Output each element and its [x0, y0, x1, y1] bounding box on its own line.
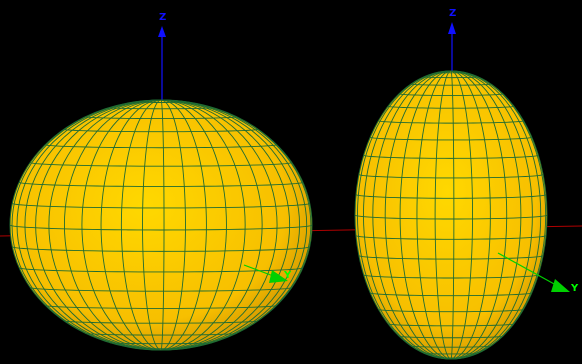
- longitude-line: [142, 99, 162, 351]
- longitude-line: [81, 99, 162, 351]
- right-view: Z Y: [354, 8, 579, 360]
- longitude-line: [160, 99, 165, 351]
- left-y-axis-line: [243, 264, 277, 278]
- right-y-axis-line: [497, 252, 557, 286]
- longitude-line: [160, 99, 308, 351]
- longitude-line: [160, 99, 291, 351]
- longitude-line: [160, 99, 227, 351]
- longitude-line: [35, 99, 162, 351]
- latitude-line: [355, 194, 547, 199]
- longitude-line: [356, 70, 452, 360]
- longitude-line: [100, 99, 162, 351]
- left-view: Z Y: [9, 12, 313, 351]
- longitude-line: [63, 99, 162, 351]
- latitude-line: [18, 267, 304, 273]
- longitude-line: [450, 70, 522, 360]
- longitude-line: [450, 70, 473, 360]
- left-y-axis-label: Y: [283, 270, 292, 281]
- right-ellipsoid: [354, 70, 548, 360]
- longitude-line: [160, 99, 207, 351]
- latitude-line: [378, 308, 524, 313]
- longitude-line: [416, 70, 452, 360]
- left-y-axis-arrowhead: [269, 270, 288, 283]
- right-z-axis-label: Z: [449, 8, 456, 19]
- latitude-line: [63, 320, 259, 324]
- left-ellipsoid-outline: [9, 99, 313, 351]
- latitude-line: [12, 202, 310, 209]
- longitude-line: [48, 99, 162, 351]
- longitude-line: [160, 99, 278, 351]
- latitude-line: [18, 181, 304, 187]
- longitude-line: [450, 70, 491, 360]
- longitude-line: [399, 70, 452, 360]
- longitude-line: [16, 99, 162, 351]
- left-ellipsoid: [9, 99, 313, 351]
- latitude-line: [363, 154, 539, 159]
- latitude-line: [9, 224, 313, 231]
- latitude-line: [363, 274, 539, 279]
- longitude-line: [24, 99, 162, 351]
- left-ellipsoid-surface: [10, 100, 312, 350]
- right-z-axis-arrowhead: [448, 22, 456, 34]
- longitude-line: [450, 70, 542, 360]
- longitude-line: [450, 70, 533, 360]
- latitude-line: [398, 335, 504, 339]
- right-ellipsoid-outline: [354, 70, 548, 360]
- longitude-line: [120, 99, 162, 351]
- latitude-line: [369, 292, 533, 297]
- longitude-line: [434, 70, 452, 360]
- longitude-line: [384, 70, 452, 360]
- latitude-line: [378, 120, 524, 124]
- latitude-line: [369, 136, 533, 141]
- longitude-line: [450, 70, 508, 360]
- latitude-line: [354, 214, 548, 220]
- left-z-axis-arrowhead: [158, 26, 166, 37]
- latitude-line: [45, 304, 277, 309]
- longitude-line: [450, 70, 455, 360]
- latitude-line: [358, 255, 544, 260]
- latitude-line: [29, 287, 293, 292]
- right-y-axis-arrowhead: [551, 279, 570, 292]
- left-z-axis-label: Z: [159, 12, 166, 23]
- longitude-line: [362, 70, 452, 360]
- latitude-line: [12, 246, 310, 252]
- latitude-line: [355, 235, 547, 240]
- latitude-line: [29, 162, 293, 167]
- right-y-axis-label: Y: [570, 283, 579, 294]
- longitude-line: [160, 99, 186, 351]
- latitude-line: [387, 323, 515, 327]
- longitude-line: [160, 99, 301, 351]
- longitude-line: [160, 99, 246, 351]
- latitude-line: [410, 345, 492, 348]
- latitude-line: [358, 174, 544, 179]
- longitude-line: [160, 99, 263, 351]
- longitude-line: [372, 70, 452, 360]
